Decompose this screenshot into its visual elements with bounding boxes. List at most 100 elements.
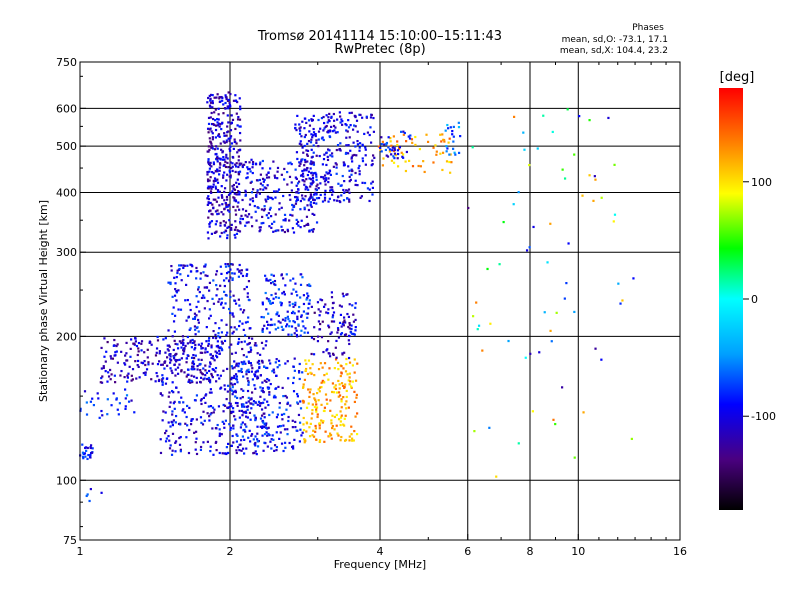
data-point <box>225 420 227 422</box>
data-point <box>177 308 179 310</box>
data-point <box>178 401 180 403</box>
data-point <box>103 337 105 339</box>
data-point <box>232 427 234 429</box>
data-point <box>266 367 268 369</box>
data-point <box>160 452 162 454</box>
data-point <box>386 154 388 156</box>
data-point <box>390 153 392 155</box>
data-point <box>339 439 341 441</box>
data-point <box>216 288 218 290</box>
data-point <box>277 366 279 368</box>
data-point <box>349 150 351 152</box>
data-point <box>357 143 359 145</box>
data-point <box>275 229 277 231</box>
data-point <box>322 163 324 165</box>
data-point <box>365 164 367 166</box>
data-point <box>211 112 213 114</box>
data-point <box>238 125 240 127</box>
data-point <box>220 128 222 130</box>
data-point <box>335 384 337 386</box>
data-point <box>234 220 236 222</box>
data-point <box>196 418 198 420</box>
data-point <box>207 237 209 239</box>
data-point <box>186 357 188 359</box>
data-point <box>300 407 302 409</box>
data-point <box>221 298 223 300</box>
data-point <box>212 118 214 120</box>
data-point <box>304 359 306 361</box>
data-point <box>277 426 279 428</box>
data-point <box>169 353 171 355</box>
data-point <box>268 176 270 178</box>
data-point <box>382 164 384 166</box>
data-point <box>332 314 334 316</box>
data-point <box>333 391 335 393</box>
data-point <box>193 432 195 434</box>
data-point <box>207 128 209 130</box>
data-point <box>248 397 250 399</box>
data-point <box>150 378 152 380</box>
data-point <box>241 348 243 350</box>
data-point <box>265 427 267 429</box>
data-point <box>544 311 546 313</box>
data-point <box>194 347 196 349</box>
data-point <box>244 363 246 365</box>
data-point <box>235 352 237 354</box>
data-point <box>567 108 569 110</box>
data-point <box>110 378 112 380</box>
data-point <box>146 368 148 370</box>
data-point <box>222 156 224 158</box>
data-point <box>232 315 234 317</box>
data-point <box>209 164 211 166</box>
data-point <box>218 113 220 115</box>
data-point <box>253 384 255 386</box>
data-point <box>252 197 254 199</box>
data-point <box>245 448 247 450</box>
data-point <box>184 299 186 301</box>
data-point <box>298 306 300 308</box>
data-point <box>294 321 296 323</box>
data-point <box>214 322 216 324</box>
data-point <box>202 367 204 369</box>
data-point <box>227 166 229 168</box>
data-point <box>85 450 87 452</box>
data-point <box>210 446 212 448</box>
data-point <box>296 158 298 160</box>
data-point <box>124 376 126 378</box>
data-point <box>219 101 221 103</box>
data-point <box>286 183 288 185</box>
data-point <box>303 164 305 166</box>
data-point <box>231 162 233 164</box>
data-point <box>243 354 245 356</box>
data-point <box>204 394 206 396</box>
data-point <box>193 363 195 365</box>
data-point <box>258 401 260 403</box>
data-point <box>435 154 437 156</box>
data-point <box>219 428 221 430</box>
data-point <box>348 407 350 409</box>
data-point <box>169 406 171 408</box>
data-point <box>252 172 254 174</box>
data-point <box>343 295 345 297</box>
data-point <box>272 302 274 304</box>
data-point <box>340 416 342 418</box>
data-point <box>199 291 201 293</box>
y-tick-label: 75 <box>63 534 77 547</box>
data-point <box>318 131 320 133</box>
data-point <box>316 155 318 157</box>
data-point <box>345 153 347 155</box>
data-point <box>88 500 90 502</box>
data-point <box>391 160 393 162</box>
data-point <box>203 297 205 299</box>
data-point <box>538 351 540 353</box>
data-point <box>352 129 354 131</box>
data-point <box>182 267 184 269</box>
data-point <box>300 226 302 228</box>
data-point <box>195 333 197 335</box>
data-point <box>316 184 318 186</box>
data-point <box>220 273 222 275</box>
data-point <box>300 200 302 202</box>
data-point <box>242 166 244 168</box>
data-point <box>336 432 338 434</box>
data-point <box>305 178 307 180</box>
